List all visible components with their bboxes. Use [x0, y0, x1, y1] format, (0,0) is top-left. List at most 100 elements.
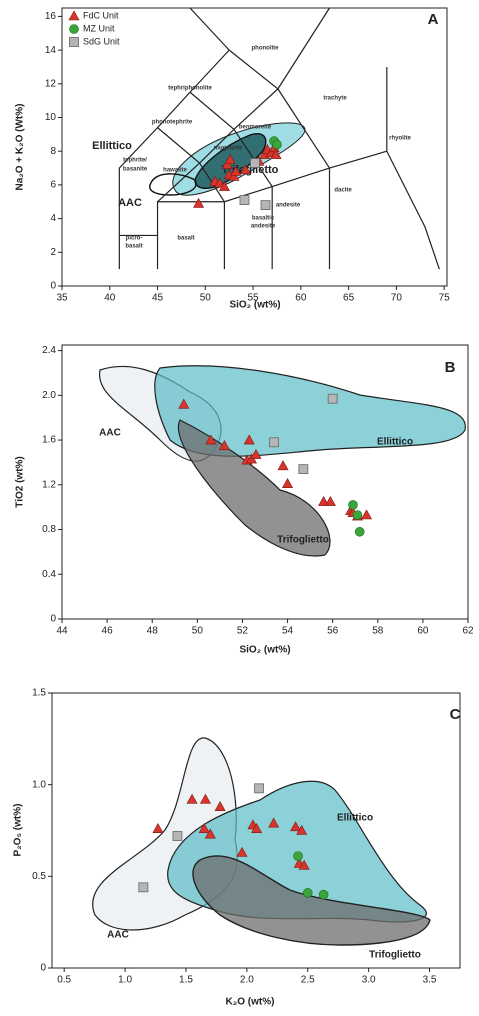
triangle-point — [243, 434, 255, 445]
legend-marker — [69, 37, 79, 47]
triangle-point — [218, 440, 230, 450]
triangle-point — [198, 823, 210, 833]
y-tick-label: 1.0 — [32, 779, 46, 790]
circle-point — [354, 526, 365, 537]
triangle-point — [290, 821, 302, 832]
y-tick-label: 10 — [45, 112, 57, 123]
annotation: basalt — [125, 244, 142, 250]
circle-point — [348, 500, 358, 510]
x-tick-label: 60 — [295, 293, 307, 304]
y-tick-label: 12 — [45, 78, 57, 89]
annotation: andesite — [276, 203, 301, 209]
y-tick-label: 8 — [50, 146, 56, 157]
x-tick-label: 35 — [56, 293, 68, 304]
y-tick-label: 1.6 — [42, 435, 56, 446]
tas-boundary — [277, 88, 331, 270]
panel-letter: B — [445, 359, 456, 376]
triangle-point — [282, 478, 294, 488]
y-tick-label: 2 — [50, 247, 56, 258]
y-tick-label: 16 — [45, 11, 57, 22]
panel-letter: A — [428, 11, 439, 28]
x-axis-label: K₂O (wt%) — [226, 997, 275, 1008]
circle-point — [302, 888, 313, 898]
x-tick-label: 56 — [327, 626, 339, 637]
x-tick-label: 46 — [102, 626, 114, 637]
tas-boundary — [386, 150, 440, 270]
x-tick-label: 48 — [147, 626, 159, 637]
annotation: AAC — [99, 428, 121, 439]
x-tick-label: 70 — [391, 293, 403, 304]
square-point — [298, 464, 309, 475]
y-tick-label: 1.5 — [32, 688, 46, 699]
square-point — [327, 393, 338, 404]
triangle-point — [250, 448, 262, 459]
triangle-point — [218, 180, 230, 191]
y-tick-label: 14 — [45, 45, 57, 56]
circle-point — [293, 851, 303, 861]
annotation: AAC — [107, 930, 129, 941]
triangle-point — [360, 509, 373, 520]
x-tick-label: 50 — [200, 293, 212, 304]
y-tick-label: 4 — [50, 213, 56, 224]
triangle-point — [152, 823, 164, 833]
square-point — [250, 158, 260, 168]
circle-point — [352, 510, 363, 520]
triangle-point — [178, 398, 190, 409]
annotation: Ellittico — [337, 813, 373, 824]
circle-point — [318, 889, 329, 900]
y-tick-label: 2.4 — [42, 345, 56, 356]
triangle-point — [205, 434, 217, 445]
x-tick-label: 3.5 — [423, 975, 437, 986]
triangle-point — [221, 159, 233, 169]
triangle-point — [228, 170, 240, 181]
x-tick-label: 2.5 — [301, 975, 315, 986]
annotation: dacite — [334, 188, 352, 194]
y-tick-label: 0.8 — [42, 524, 56, 535]
envelopes-b — [98, 365, 466, 557]
y-tick-label: 6 — [50, 180, 56, 191]
triangle-point — [186, 793, 198, 804]
square-point — [239, 195, 250, 205]
annotation: picro- — [126, 236, 143, 242]
triangle-point — [239, 164, 251, 175]
x-tick-label: 1.0 — [118, 975, 132, 986]
y-tick-label: 1.2 — [42, 479, 56, 490]
panel-letter: C — [450, 706, 461, 723]
plot-frame — [61, 344, 469, 620]
annotation: hawaiite — [163, 168, 187, 174]
trifoglietto-field — [177, 419, 331, 557]
plot-frame — [51, 692, 461, 969]
x-axis-label: SiO₂ (wt%) — [229, 300, 280, 311]
triangle-point — [193, 197, 205, 208]
legend-label: SdG Unit — [83, 36, 120, 46]
y-tick-label: 2.0 — [42, 390, 56, 401]
tas-boundary — [156, 150, 387, 270]
x-tick-label: 40 — [104, 293, 116, 304]
y-tick-label: 0 — [40, 963, 46, 974]
x-tick-label: 1.5 — [179, 975, 193, 986]
aac-field — [149, 173, 197, 196]
triangle-point — [324, 495, 336, 506]
triangle-point — [298, 859, 310, 870]
annotation: trachyte — [323, 96, 347, 102]
y-tick-label: 0.4 — [42, 569, 56, 580]
x-tick-label: 75 — [439, 293, 451, 304]
y-tick-label: 0 — [50, 614, 56, 625]
tas-boundary — [189, 91, 273, 270]
annotation: basanite — [123, 167, 148, 173]
tas-boundary — [118, 49, 230, 270]
x-tick-label: 58 — [372, 626, 384, 637]
annotation: tephriphonolite — [168, 86, 212, 92]
annotation: phonolite — [252, 46, 280, 52]
tas-boundary — [189, 7, 230, 51]
triangle-point — [277, 460, 289, 471]
annotation: Ellittico — [92, 140, 132, 152]
x-tick-label: 50 — [192, 626, 204, 637]
x-tick-label: 2.0 — [240, 975, 254, 986]
x-tick-label: 62 — [462, 626, 474, 637]
legend-label: MZ Unit — [83, 23, 115, 33]
square-point — [260, 200, 271, 211]
y-tick-label: 0 — [50, 281, 56, 292]
legend-label: FdC Unit — [83, 10, 119, 20]
